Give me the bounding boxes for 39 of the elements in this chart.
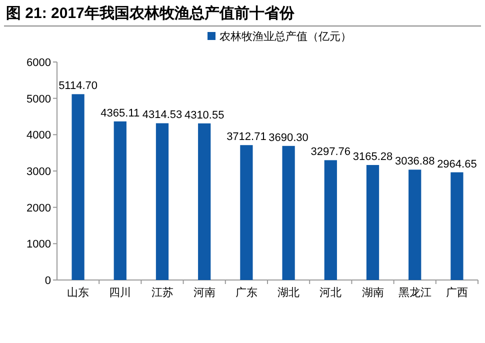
y-tick-label: 2000 bbox=[26, 202, 51, 214]
bar bbox=[282, 146, 295, 280]
bar bbox=[366, 164, 380, 280]
data-label: 3297.76 bbox=[310, 146, 351, 158]
y-tick-label: 4000 bbox=[26, 130, 51, 142]
bar bbox=[114, 121, 126, 280]
data-label: 3036.88 bbox=[394, 156, 435, 168]
x-tick-label: 河北 bbox=[320, 286, 342, 299]
y-tick-label: 3000 bbox=[26, 166, 51, 178]
data-label: 3690.30 bbox=[268, 132, 308, 144]
y-tick-label: 6000 bbox=[26, 57, 51, 69]
bar bbox=[72, 94, 84, 280]
data-label: 5114.70 bbox=[58, 80, 98, 92]
y-tick-label: 1000 bbox=[26, 238, 51, 251]
x-tick-label: 山东 bbox=[67, 286, 90, 299]
bar bbox=[240, 145, 253, 280]
data-label: 4314.53 bbox=[142, 109, 182, 122]
bar bbox=[198, 123, 211, 280]
data-label: 3165.28 bbox=[352, 150, 393, 163]
bar bbox=[324, 160, 337, 280]
bar bbox=[408, 170, 422, 280]
data-label: 2964.65 bbox=[437, 158, 477, 170]
data-label: 4310.55 bbox=[184, 109, 224, 122]
x-tick-label: 河南 bbox=[193, 286, 216, 299]
data-label: 3712.71 bbox=[226, 131, 266, 144]
data-label: 4365.11 bbox=[100, 107, 140, 120]
x-tick-label: 江苏 bbox=[151, 286, 174, 299]
x-tick-label: 湖南 bbox=[362, 286, 384, 299]
bar bbox=[156, 123, 169, 280]
chart-title: 图 21: 2017年我国农林牧渔总产值前十省份 bbox=[6, 5, 296, 22]
x-tick-label: 四川 bbox=[109, 286, 132, 299]
x-tick-label: 广西 bbox=[446, 286, 468, 299]
x-tick-label: 湖北 bbox=[278, 286, 300, 299]
legend-label: 农林牧渔业总产值（亿元） bbox=[220, 30, 352, 43]
bar bbox=[450, 172, 464, 280]
x-tick-label: 黑龙江 bbox=[398, 286, 432, 299]
x-tick-label: 广东 bbox=[235, 286, 258, 299]
y-tick-label: 5000 bbox=[26, 93, 51, 106]
y-tick-label: 0 bbox=[44, 275, 51, 287]
